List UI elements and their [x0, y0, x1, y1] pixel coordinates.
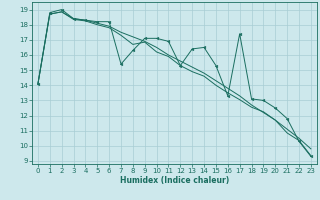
- X-axis label: Humidex (Indice chaleur): Humidex (Indice chaleur): [120, 176, 229, 185]
